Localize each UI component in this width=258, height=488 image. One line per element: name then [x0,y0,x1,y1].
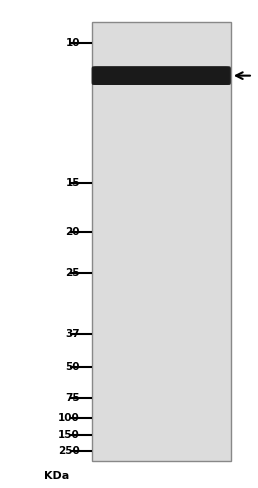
FancyBboxPatch shape [122,71,201,81]
Text: 250: 250 [58,447,80,456]
Text: 100: 100 [58,413,80,423]
FancyBboxPatch shape [117,70,206,81]
FancyBboxPatch shape [101,68,221,83]
FancyBboxPatch shape [105,68,218,83]
FancyBboxPatch shape [113,69,209,82]
FancyBboxPatch shape [106,68,216,83]
Text: 15: 15 [66,178,80,188]
FancyBboxPatch shape [92,66,231,85]
FancyBboxPatch shape [94,67,229,84]
FancyBboxPatch shape [129,72,194,80]
FancyBboxPatch shape [118,70,205,81]
FancyBboxPatch shape [125,71,197,80]
Text: 25: 25 [66,268,80,278]
FancyBboxPatch shape [98,67,225,84]
FancyBboxPatch shape [120,70,202,81]
FancyBboxPatch shape [100,67,223,84]
FancyBboxPatch shape [127,71,195,80]
FancyBboxPatch shape [95,67,227,84]
FancyBboxPatch shape [126,71,196,80]
FancyBboxPatch shape [124,71,199,81]
FancyBboxPatch shape [135,73,188,79]
FancyBboxPatch shape [103,68,219,83]
FancyBboxPatch shape [133,72,189,79]
FancyBboxPatch shape [132,72,190,79]
Text: 20: 20 [66,227,80,237]
FancyBboxPatch shape [99,67,224,84]
FancyBboxPatch shape [112,69,211,82]
FancyBboxPatch shape [119,70,203,81]
FancyBboxPatch shape [111,69,212,82]
FancyBboxPatch shape [108,69,214,82]
FancyBboxPatch shape [93,66,230,85]
FancyBboxPatch shape [102,68,220,83]
FancyBboxPatch shape [130,72,193,80]
FancyBboxPatch shape [96,67,226,84]
FancyBboxPatch shape [116,70,207,81]
Bar [92,22,231,461]
Text: KDa: KDa [44,471,69,481]
FancyBboxPatch shape [107,69,215,82]
Text: 10: 10 [66,38,80,48]
FancyBboxPatch shape [110,69,213,82]
FancyBboxPatch shape [136,73,187,79]
FancyBboxPatch shape [131,72,191,79]
FancyBboxPatch shape [114,70,208,81]
Text: 150: 150 [58,430,80,440]
Text: 37: 37 [65,329,80,339]
Text: 50: 50 [66,362,80,372]
Text: 75: 75 [65,393,80,403]
FancyBboxPatch shape [123,71,200,81]
